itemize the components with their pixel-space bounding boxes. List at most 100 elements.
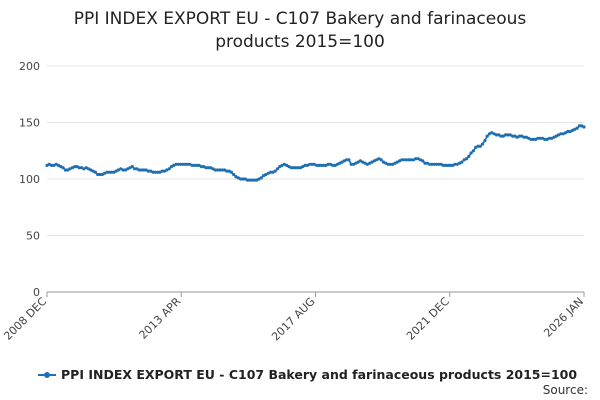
- data-point: [156, 170, 160, 174]
- data-point: [77, 166, 81, 170]
- data-point: [400, 158, 404, 162]
- data-point: [241, 177, 245, 181]
- data-point: [531, 137, 535, 141]
- data-point: [130, 165, 134, 169]
- data-point: [536, 136, 540, 140]
- y-tick-label-100: 100: [19, 173, 40, 186]
- data-point: [467, 154, 471, 158]
- data-point: [195, 163, 199, 167]
- data-point: [105, 170, 109, 174]
- data-point: [485, 134, 489, 138]
- data-point: [566, 129, 570, 134]
- data-point: [183, 162, 187, 166]
- x-tick-label-1: 2013 APR: [136, 295, 183, 342]
- chart-title-line-2: products 2015=100: [215, 32, 385, 52]
- data-point: [296, 166, 300, 170]
- data-point: [529, 137, 533, 141]
- data-point: [322, 163, 326, 167]
- data-point: [575, 126, 579, 130]
- data-point: [430, 162, 434, 166]
- data-point: [345, 158, 349, 162]
- data-point: [213, 168, 217, 172]
- data-point: [469, 151, 473, 155]
- data-point: [464, 157, 469, 161]
- data-point: [582, 125, 586, 129]
- data-point: [139, 168, 144, 172]
- data-point: [229, 170, 233, 174]
- data-point: [167, 167, 171, 171]
- data-point: [259, 176, 263, 180]
- y-tick-label-0: 0: [33, 286, 40, 299]
- data-point: [448, 163, 452, 167]
- data-point: [538, 136, 542, 140]
- x-tick-label-0: 2008 DEC: [1, 295, 49, 343]
- data-point: [517, 134, 522, 138]
- data-point: [206, 166, 210, 170]
- data-point: [273, 169, 277, 173]
- data-point: [577, 124, 582, 128]
- data-point: [179, 162, 183, 166]
- y-tick-label-150: 150: [19, 117, 40, 130]
- data-point: [557, 133, 561, 137]
- chart-legend[interactable]: PPI INDEX EXPORT EU - C107 Bakery and fa…: [38, 367, 577, 382]
- data-point: [379, 158, 383, 162]
- data-point: [522, 135, 526, 139]
- data-point: [315, 163, 319, 167]
- data-point: [331, 163, 335, 167]
- data-point: [232, 172, 236, 177]
- data-point: [386, 162, 390, 166]
- data-point: [165, 168, 169, 172]
- data-point: [441, 163, 445, 167]
- data-point: [264, 172, 268, 177]
- chart-title-line-1: PPI INDEX EXPORT EU - C107 Bakery and fa…: [73, 9, 527, 29]
- data-point: [460, 160, 464, 164]
- data-point: [153, 170, 157, 174]
- data-point: [93, 170, 97, 174]
- data-point: [192, 163, 197, 167]
- data-point: [218, 168, 222, 172]
- data-point: [107, 170, 111, 174]
- data-point: [116, 168, 120, 172]
- data-point: [409, 158, 413, 162]
- data-point: [190, 163, 194, 167]
- data-point: [432, 162, 436, 166]
- data-point: [245, 178, 250, 182]
- data-point: [499, 134, 503, 138]
- series-line: [46, 125, 585, 181]
- data-point: [446, 163, 450, 167]
- data-point: [506, 133, 510, 137]
- data-point: [388, 162, 392, 166]
- data-point: [248, 178, 252, 182]
- data-point: [559, 132, 563, 136]
- data-point: [423, 161, 427, 165]
- data-point: [476, 144, 480, 148]
- data-point: [510, 134, 515, 138]
- legend-series-label: PPI INDEX EXPORT EU - C107 Bakery and fa…: [61, 367, 578, 382]
- data-point: [478, 144, 482, 148]
- data-point: [176, 162, 180, 166]
- source-label: Source:: [542, 383, 588, 397]
- data-point: [303, 163, 307, 167]
- data-point: [543, 137, 547, 141]
- data-point: [142, 168, 146, 172]
- data-point: [121, 168, 125, 172]
- data-point: [160, 169, 164, 173]
- data-point: [151, 170, 155, 174]
- data-point: [317, 163, 321, 167]
- data-point: [250, 178, 254, 182]
- data-point: [347, 158, 351, 162]
- data-point: [225, 169, 229, 173]
- data-point: [181, 162, 185, 166]
- data-point: [109, 170, 114, 174]
- data-point: [146, 169, 150, 173]
- data-point: [547, 136, 552, 140]
- data-point: [68, 167, 72, 171]
- data-point: [215, 168, 220, 172]
- y-tick-label-200: 200: [19, 60, 40, 73]
- data-point: [310, 162, 314, 166]
- data-point: [326, 162, 330, 166]
- x-tick-label-4: 2026 JAN: [541, 295, 586, 340]
- data-point: [434, 162, 439, 166]
- data-point: [98, 172, 102, 177]
